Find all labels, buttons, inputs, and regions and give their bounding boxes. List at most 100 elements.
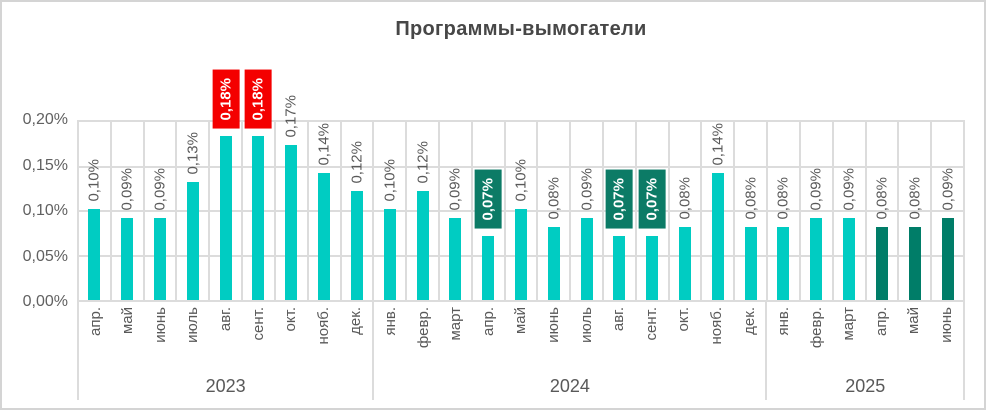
bar-cell: 0,08% (538, 122, 572, 300)
bar-2024-февр (416, 191, 429, 300)
bar-2024-июнь (547, 227, 560, 300)
bar-cell: 0,10% (506, 122, 539, 300)
bar-2024-март (449, 218, 462, 300)
bar-value-label: 0,09% (938, 168, 956, 211)
y-tick-label: 0,20% (22, 111, 68, 128)
bar-2023-июль (186, 182, 199, 300)
year-label: 2023 (205, 376, 246, 396)
bar-value-label: 0,08% (742, 177, 760, 220)
month-label: июнь (151, 307, 169, 343)
months-row: янв. февр. март апр. май июнь (767, 302, 963, 368)
bar-2024-янв (383, 209, 396, 300)
year-section-2023: апр. май июнь июль авг. сент. окт. нояб. дек. 202… (77, 302, 375, 400)
bar-2023-май (121, 218, 134, 300)
y-axis: 0,20% 0,15% 0,10% 0,05% 0,00% (2, 2, 68, 408)
month-label: сент. (249, 307, 267, 341)
bar-2024-июль (580, 218, 593, 300)
bar-value-label: 0,14% (709, 123, 727, 166)
y-tick-label: 0,10% (22, 202, 68, 219)
bar-value-label: 0,09% (577, 168, 595, 211)
gridline (79, 165, 963, 168)
bar-cell: 0,18% (243, 70, 276, 300)
bar-value-label: 0,08% (873, 177, 891, 220)
bar-cell: 0,08% (768, 122, 801, 300)
bar-value-label: 0,09% (446, 168, 464, 211)
month-label: февр. (807, 307, 825, 349)
bar-cell: 0,07% (637, 122, 670, 300)
bar-value-label: 0,09% (807, 168, 825, 211)
bar-value-label: 0,13% (184, 132, 202, 175)
bar-cell: 0,13% (177, 122, 211, 300)
months-row: апр. май июнь июль авг. сент. окт. нояб. дек. (79, 302, 372, 368)
plot-area: 0,10% 0,09% 0,09% 0,13% 0,18% 0,18% 0,17% 0,14%… (77, 70, 965, 302)
bar-value-label: 0,10% (85, 159, 103, 202)
month-label: февр. (414, 307, 432, 349)
bar-2025-май (908, 227, 921, 300)
month-cell: май (505, 302, 538, 368)
bar-cell: 0,07% (604, 122, 637, 300)
y-tick-label: 0,05% (22, 247, 68, 265)
bar-2024-сент (646, 236, 659, 300)
month-label: март (447, 307, 465, 341)
bar-cell: 0,12% (407, 122, 440, 300)
bar-2025-янв (777, 227, 790, 300)
month-label: июль (184, 307, 202, 343)
bar-value-label: 0,12% (348, 141, 366, 184)
bar-cell: 0,10% (79, 122, 112, 300)
month-cell: июнь (144, 302, 177, 368)
year-label: 2024 (549, 376, 590, 396)
bar-2023-сент (252, 136, 265, 300)
month-label: дек. (347, 307, 365, 335)
bar-2023-дек (350, 191, 363, 300)
month-cell: июнь (930, 302, 963, 368)
month-label: май (119, 307, 137, 335)
month-label: янв. (382, 307, 399, 336)
bar-cell: 0,09% (112, 122, 145, 300)
bar-2024-окт (679, 227, 692, 300)
bar-value-label: 0,08% (906, 177, 924, 220)
month-cell: сент. (242, 302, 275, 368)
bar-cell: 0,17% (276, 95, 309, 300)
month-label: окт. (675, 307, 693, 332)
month-cell: июль (177, 302, 210, 368)
bar-value-label: 0,18% (212, 70, 240, 129)
month-label: июль (577, 307, 595, 343)
bar-2025-февр (810, 218, 823, 300)
bar-value-label: 0,08% (545, 177, 563, 220)
y-tick-label: 0,00% (22, 293, 68, 310)
month-cell: март (833, 302, 866, 368)
bar-cell: 0,09% (145, 122, 178, 300)
month-cell: март (440, 302, 473, 368)
month-label: нояб. (707, 307, 725, 345)
bar-2025-март (843, 218, 856, 300)
bar-2023-апр (88, 209, 101, 300)
month-label: март (840, 307, 858, 341)
year-label: 2025 (845, 376, 886, 396)
bar-2025-апр (875, 227, 888, 300)
month-cell: апр. (79, 302, 112, 368)
bar-value-label: 0,08% (676, 177, 694, 220)
bar-2024-авг (613, 236, 626, 300)
bar-value-label: 0,09% (151, 168, 169, 211)
month-cell: нояб. (700, 302, 733, 368)
month-cell: май (898, 302, 931, 368)
bar-value-label: 0,12% (413, 141, 431, 184)
bar-cell: 0,18% (210, 70, 244, 300)
bar-value-label: 0,10% (381, 159, 399, 202)
month-cell: февр. (407, 302, 440, 368)
bar-value-label: 0,18% (244, 70, 273, 129)
bar-2023-нояб (318, 173, 331, 300)
month-label: июнь (544, 307, 562, 343)
month-cell: янв. (374, 302, 407, 368)
bar-cell: 0,08% (899, 122, 933, 300)
bar-2024-дек (744, 227, 757, 300)
bar-value-label: 0,17% (282, 95, 300, 138)
bar-2024-нояб (711, 173, 724, 300)
bar-value-label: 0,14% (315, 123, 333, 166)
bar-2024-апр (482, 236, 495, 300)
month-label: июнь (938, 307, 956, 343)
bar-value-label: 0,07% (474, 170, 502, 229)
bar-cell: 0,09% (571, 122, 604, 300)
month-cell: дек. (733, 302, 766, 368)
